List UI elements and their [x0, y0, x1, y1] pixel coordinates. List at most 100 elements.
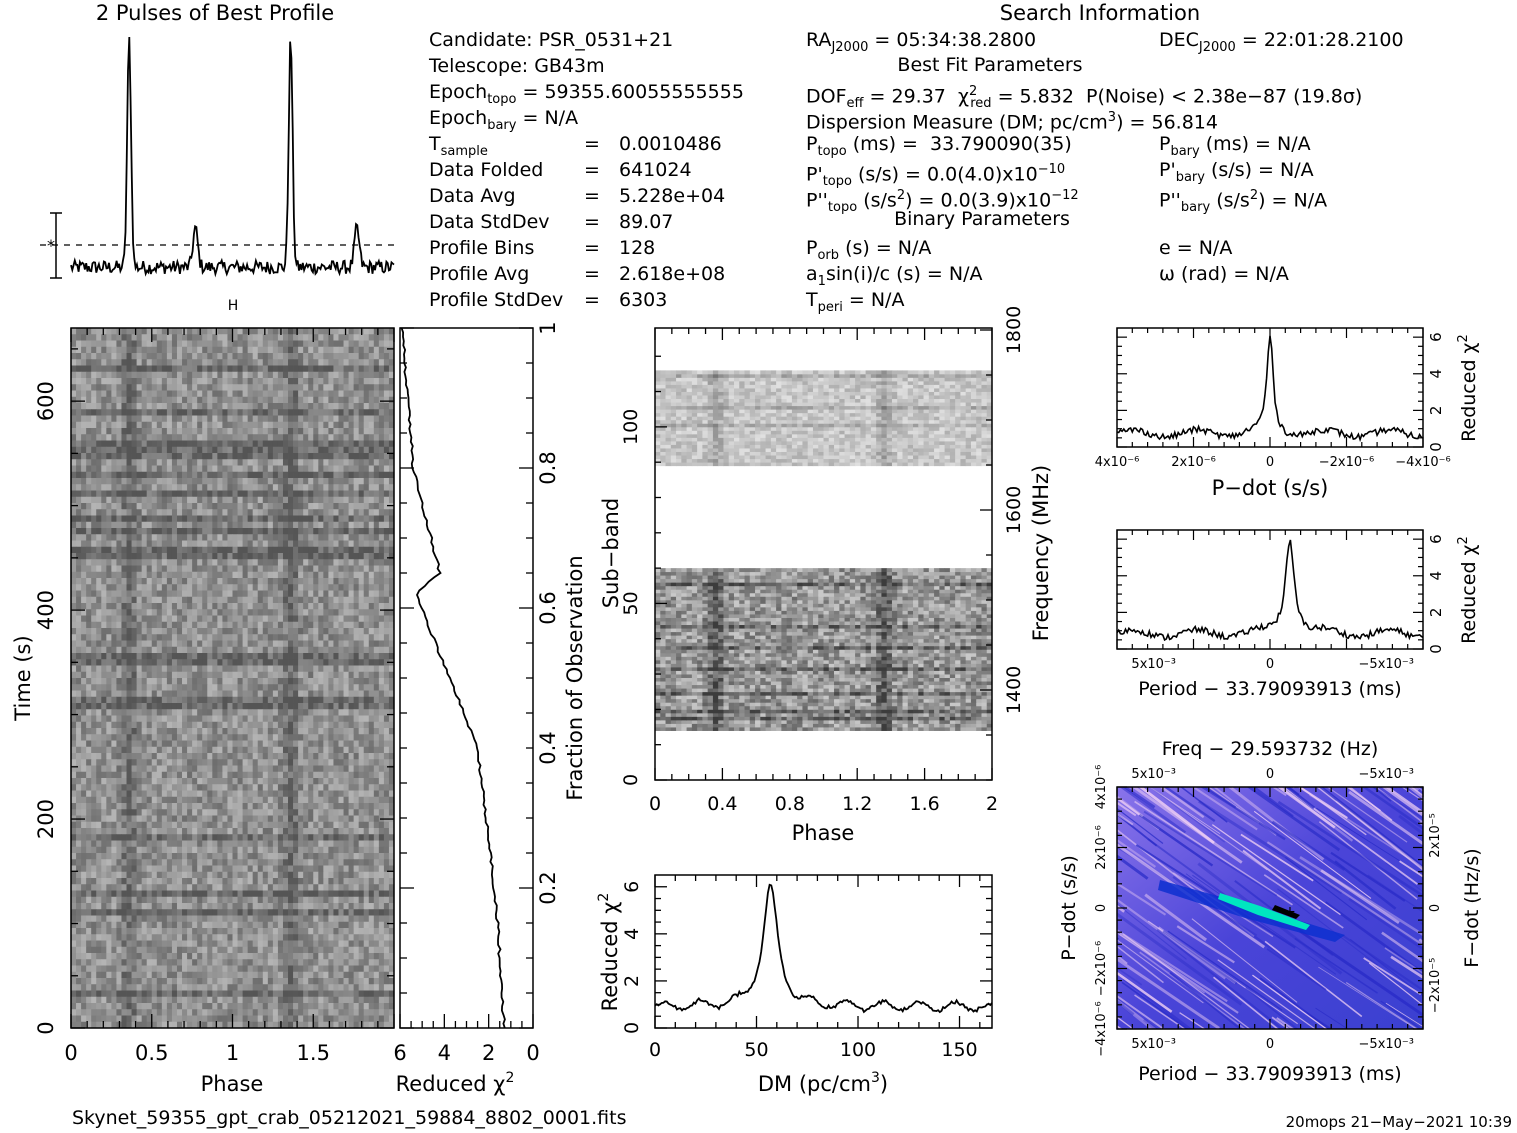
info-p-topo: Ptopo (ms) = 33.790090(35) [806, 133, 1072, 159]
dm-ytick: 0 [621, 1022, 643, 1034]
pdot-xtick: 2x10⁻⁶ [1171, 455, 1216, 470]
pdot-ylabel: Reduced χ2 [1456, 334, 1480, 442]
p-pdot-best-marker: + [1284, 904, 1296, 920]
period-xtick: −5x10⁻³ [1359, 657, 1414, 672]
chi2-time-plot: 6 4 2 0 0.2 0.4 0.6 0.8 1 Reduced χ2 Fraction of… [393, 321, 587, 1096]
chi2-time-xtick: 6 [393, 1041, 406, 1065]
period-ylabel: Reduced χ2 [1456, 536, 1480, 644]
info-epoch-topo: Epochtopo = 59355.60055555555 [429, 81, 744, 107]
subband-plot: 0 0.4 0.8 1.2 1.6 2 0 50 100 1400 1600 1800 Phase S… [599, 306, 1053, 845]
p-pdot-ytick: 2x10⁻⁶ [1094, 825, 1109, 870]
info-left-column: Candidate: PSR_0531+21 Telescope: GB43m … [429, 27, 744, 313]
p-pdot-y2tick: 2x10⁻⁵ [1428, 813, 1443, 858]
info-p-bary: Pbary (ms) = N/A [1159, 133, 1311, 159]
subband-xtick: 1.6 [909, 793, 939, 815]
period-xlabel: Period − 33.79093913 (ms) [1138, 678, 1401, 700]
profile-h-marker: H [228, 298, 239, 314]
p-pdot-ytick: 0 [1094, 904, 1109, 912]
time-phase-heatmap [71, 328, 395, 1029]
info-pdd-topo: P''topo (s/s2) = 0.0(3.9)x10−12 [806, 188, 1079, 216]
p-pdot-ytick: 4x10⁻⁶ [1094, 765, 1109, 810]
subband-ytick: 100 [620, 409, 642, 445]
period-ytick: 6 [1427, 534, 1445, 544]
info-row: Profile Bins = 128 [429, 237, 656, 259]
p-pdot-xtick-top: 5x10⁻³ [1131, 767, 1176, 782]
p-pdot-ylabel: P−dot (s/s) [1058, 855, 1080, 961]
subband-y2tick: 1400 [1003, 666, 1025, 714]
info-row: Data StdDev = 89.07 [429, 211, 674, 233]
subband-y2tick: 1600 [1003, 486, 1025, 534]
p-pdot-xtick: 5x10⁻³ [1131, 1037, 1176, 1052]
pdot-plot: 0 2 4 6 4x10⁻⁶ 2x10⁻⁶ 0 −2x10⁻⁶ −4x10⁻⁶ P−dot (s… [1095, 327, 1480, 500]
p-pdot-y2tick: 0 [1428, 904, 1443, 912]
p-pdot-ytick: −4x10⁻⁶ [1094, 1001, 1109, 1056]
subband-xtick: 0 [649, 793, 661, 815]
info-candidate: Candidate: PSR_0531+21 [429, 29, 674, 51]
chi2-time-xtick: 4 [438, 1041, 451, 1065]
chi2-time-ytick: 0.8 [536, 451, 560, 484]
dm-xtick: 150 [941, 1039, 977, 1061]
info-mid-column: RAJ2000 = 05:34:38.2800 DOFeff = 29.37 χ… [806, 27, 1362, 315]
pdot-xtick: −4x10⁻⁶ [1395, 455, 1450, 470]
time-phase-xlabel: Phase [201, 1072, 264, 1096]
period-xtick: 0 [1266, 657, 1274, 672]
info-omega: ω (rad) = N/A [1159, 263, 1289, 285]
pdot-xtick: −2x10⁻⁶ [1319, 455, 1374, 470]
dm-ytick: 2 [621, 975, 643, 987]
profile-errorbar-mark: * [47, 236, 55, 255]
chi2-time-line [400, 327, 506, 1029]
pdot-xtick: 0 [1266, 455, 1274, 470]
p-pdot-y2label: F−dot (Hz/s) [1461, 848, 1483, 967]
subband-xtick: 2 [986, 793, 998, 815]
info-row: Data Avg = 5.228e+04 [429, 185, 726, 207]
pdot-ytick: 6 [1427, 332, 1445, 342]
pdot-ytick: 2 [1427, 406, 1445, 416]
pdot-ytick: 4 [1427, 369, 1445, 379]
chi2-time-ytick: 1 [536, 321, 560, 334]
info-t-sample: Tsample = 0.0010486 [429, 133, 722, 159]
subband-y2tick: 1800 [1003, 306, 1025, 354]
dm-xtick: 100 [840, 1039, 876, 1061]
subband-heatmap [655, 370, 993, 731]
p-pdot-xtick-top: −5x10⁻³ [1359, 767, 1414, 782]
pdot-ytick: 0 [1427, 442, 1445, 452]
dm-xtick: 50 [744, 1039, 768, 1061]
info-row: Data Folded = 641024 [429, 159, 692, 181]
chi2-time-ylabel: Fraction of Observation [563, 555, 587, 800]
info-a1sini: a1sin(i)/c (s) = N/A [806, 263, 983, 289]
info-ra: RAJ2000 = 05:34:38.2800 [806, 29, 1037, 55]
p-pdot-xtick: 0 [1266, 1037, 1274, 1052]
info-row: Profile Avg = 2.618e+08 [429, 263, 726, 285]
period-ytick: 2 [1427, 608, 1445, 618]
info-dec: DECJ2000 = 22:01:28.2100 [1159, 29, 1404, 55]
chi2-time-xtick: 2 [482, 1041, 495, 1065]
chi2-time-ytick: 0.6 [536, 591, 560, 624]
period-plot: 0 2 4 6 5x10⁻³ 0 −5x10⁻³ Period − 33.79093913 … [1116, 529, 1480, 700]
info-pdd-bary: P''bary (s/s2) = N/A [1159, 188, 1328, 216]
time-phase-xtick: 0 [64, 1041, 77, 1065]
time-phase-xtick: 1 [226, 1041, 239, 1065]
period-ytick: 4 [1427, 571, 1445, 581]
time-phase-ytick: 400 [34, 590, 58, 630]
p-pdot-xtick-top: 0 [1266, 767, 1274, 782]
info-dm: Dispersion Measure (DM; pc/cm3) = 56.814 [806, 110, 1218, 134]
chi2-time-ytick: 0.2 [536, 871, 560, 904]
pdot-xtick: 4x10⁻⁶ [1095, 455, 1140, 470]
time-phase-ytick: 200 [34, 799, 58, 839]
time-phase-xtick: 0.5 [135, 1041, 168, 1065]
period-xtick: 5x10⁻³ [1131, 657, 1176, 672]
dm-ytick: 6 [621, 881, 643, 893]
info-epoch-bary: Epochbary = N/A [429, 107, 579, 133]
binary-title: Binary Parameters [894, 208, 1070, 230]
subband-xtick: 1.2 [842, 793, 872, 815]
info-telescope: Telescope: GB43m [429, 55, 605, 77]
time-phase-ytick: 600 [34, 381, 58, 421]
time-phase-plot: Phase Time (s) 0 0.5 1 1.5 0 200 400 600 [11, 327, 395, 1096]
dm-plot: 0 50 100 150 0 2 4 6 DM (pc/cm3) Reduced χ2 [596, 874, 993, 1096]
p-pdot-heatmap: + [1117, 787, 1423, 1029]
chi2-time-xtick: 0 [526, 1041, 539, 1065]
dm-xlabel: DM (pc/cm3) [758, 1070, 888, 1096]
info-pd-topo: P'topo (s/s) = 0.0(4.0)x10−10 [806, 162, 1066, 190]
info-p-orb: Porb (s) = N/A [806, 237, 932, 263]
